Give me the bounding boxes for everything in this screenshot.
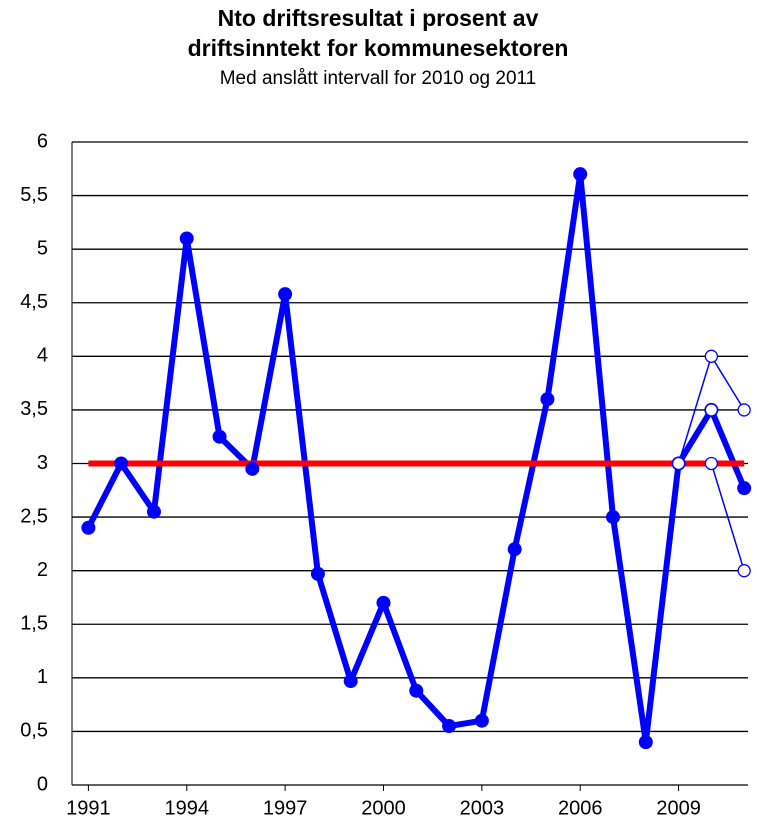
y-tick-label: 2	[37, 559, 48, 581]
interval-point	[737, 403, 751, 417]
point	[114, 456, 129, 471]
y-tick-label: 5,5	[20, 184, 48, 206]
point	[409, 683, 424, 698]
point	[245, 461, 260, 476]
y-tick-label: 6	[37, 130, 48, 152]
point	[442, 719, 457, 734]
y-tick-label: 5	[37, 237, 48, 259]
point	[573, 167, 588, 182]
y-tick-label: 0,5	[20, 720, 48, 742]
chart-title: Nto driftsresultat i prosent av	[218, 5, 539, 31]
point	[737, 481, 752, 496]
interval-point	[671, 456, 686, 471]
point	[146, 504, 161, 519]
x-tick-label: 2003	[460, 797, 505, 819]
interval-point	[737, 564, 751, 578]
x-tick-label: 2009	[656, 797, 701, 819]
point	[638, 735, 653, 750]
point	[343, 674, 358, 689]
x-tick-label: 1991	[66, 797, 111, 819]
point	[278, 287, 293, 302]
y-tick-label: 1	[37, 666, 48, 688]
y-tick-label: 1,5	[20, 613, 48, 635]
x-tick-label: 2006	[558, 797, 603, 819]
y-tick-label: 2,5	[20, 505, 48, 527]
chart-subtitle: Med anslått intervall for 2010 og 2011	[220, 68, 537, 89]
x-tick-label: 2000	[361, 797, 406, 819]
y-tick-label: 3	[37, 452, 48, 474]
interval-point	[704, 456, 719, 471]
interval-point	[704, 349, 719, 363]
point	[507, 542, 522, 557]
point	[179, 231, 194, 246]
point	[81, 520, 96, 535]
x-tick-label: 1997	[263, 797, 308, 819]
x-tick-label: 1994	[165, 797, 210, 819]
point	[310, 566, 325, 581]
y-tick-label: 3,5	[20, 398, 48, 420]
interval-point	[704, 403, 719, 417]
y-tick-label: 4,5	[20, 291, 48, 313]
point	[376, 595, 391, 610]
y-tick-label: 0	[37, 773, 48, 795]
point	[606, 510, 621, 525]
point	[474, 713, 489, 728]
series-line	[85, 171, 747, 746]
point	[540, 392, 555, 407]
chart-title: driftsinntekt for kommunesektoren	[188, 35, 569, 61]
y-tick-label: 4	[37, 345, 48, 367]
point	[212, 429, 227, 444]
